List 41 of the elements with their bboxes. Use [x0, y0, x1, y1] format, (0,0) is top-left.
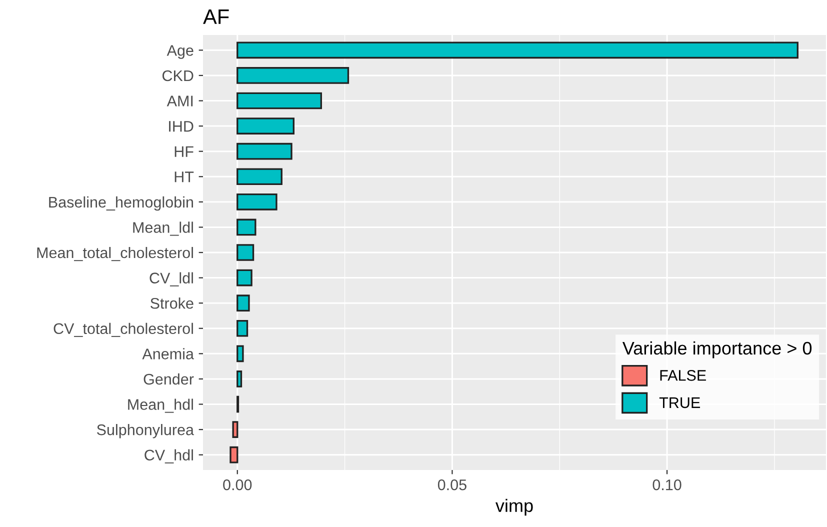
bar — [236, 320, 248, 337]
legend-title: Variable importance > 0 — [622, 341, 812, 358]
y-tick-label: HF — [174, 146, 194, 157]
bar — [236, 269, 252, 286]
x-tick-label: 0.05 — [438, 479, 466, 490]
y-tick-label: Baseline_hemoglobin — [49, 196, 193, 211]
bar — [236, 142, 292, 160]
y-tick-label: Stroke — [150, 298, 194, 309]
y-tick-label: AMI — [166, 96, 193, 106]
x-tick-label: 0.10 — [652, 479, 682, 490]
y-tick-label: CKD — [162, 70, 194, 82]
bar — [236, 67, 350, 84]
y-tick-label: CV_hdl — [144, 449, 193, 464]
y-tick-label: Sulphonylurea — [96, 424, 194, 438]
y-tick-label: HT — [174, 172, 194, 182]
bar — [236, 244, 254, 261]
bar — [236, 92, 322, 110]
legend-label: TRUE — [659, 397, 700, 408]
bar — [232, 421, 238, 438]
bar — [236, 294, 250, 312]
y-tick-label: Age — [166, 45, 194, 59]
x-tick-label: 0.00 — [223, 479, 252, 490]
chart-title: AF — [203, 10, 229, 24]
x-axis-title: vimp — [496, 498, 533, 516]
y-tick-label: Mean_total_cholesterol — [37, 246, 193, 262]
bar — [236, 168, 282, 186]
bar — [236, 193, 278, 210]
y-tick-label: Gender — [144, 373, 194, 385]
bar — [236, 370, 242, 388]
y-tick-label: Mean_hdl — [128, 398, 193, 413]
bar — [236, 345, 244, 362]
y-tick-label: Anemia — [142, 348, 194, 360]
y-tick-label: CV_ldl — [150, 272, 193, 286]
legend-label: FALSE — [660, 370, 706, 381]
bar — [236, 118, 294, 134]
bar — [236, 218, 256, 236]
y-tick-label: CV_total_cholesterol — [54, 322, 193, 337]
bar — [230, 446, 238, 464]
bar — [236, 42, 798, 59]
y-tick-label: IHD — [169, 121, 194, 132]
y-tick-label: Mean_ldl — [133, 222, 193, 236]
